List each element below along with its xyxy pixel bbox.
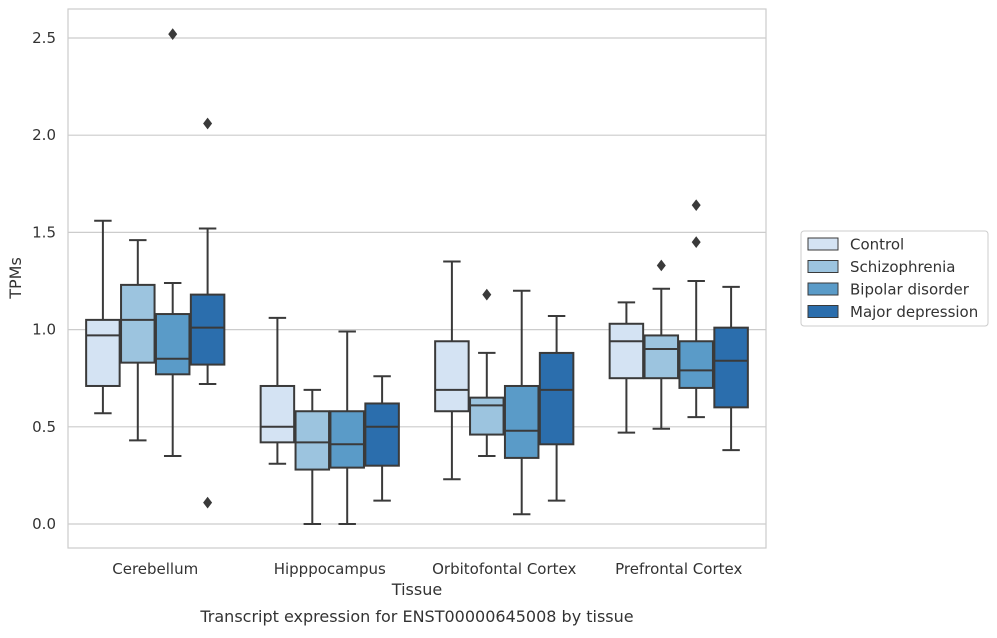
box-group [364, 375, 400, 502]
box-group [434, 260, 470, 481]
y-tick-label: 1.0 [32, 321, 56, 339]
box-group [189, 117, 226, 509]
y-tick-label: 2.0 [32, 126, 56, 144]
x-tick-labels: Cerebellum Hipppocampus Orbitofontal Corte… [112, 560, 742, 578]
y-tick-label: 1.5 [32, 223, 56, 241]
outlier-point [203, 496, 213, 509]
y-tick-labels: 0.0 0.5 1.0 1.5 2.0 2.5 [32, 29, 56, 533]
box-iqr [678, 340, 714, 389]
box-group [503, 289, 540, 516]
boxes [85, 28, 749, 525]
x-tick-label: Orbitofontal Cortex [432, 560, 576, 578]
plot-area [67, 8, 767, 549]
box-iqr [259, 384, 296, 444]
legend-swatch [807, 260, 839, 273]
box-group [678, 199, 714, 419]
box-group [294, 388, 331, 525]
legend-swatch [807, 305, 839, 318]
box-iqr [469, 396, 505, 436]
box-iqr [713, 326, 749, 409]
box-iqr [120, 283, 156, 364]
x-tick-label: Cerebellum [112, 560, 198, 578]
x-axis-label: Tissue [391, 580, 442, 599]
legend-label: Major depression [850, 303, 978, 321]
chart-caption: Transcript expression for ENST0000064500… [199, 607, 633, 626]
box-iqr [85, 318, 121, 387]
y-tick-label: 0.0 [32, 515, 56, 533]
legend-frame [800, 230, 989, 327]
legend-label: Control [850, 236, 904, 254]
legend-label: Schizophrenia [850, 258, 955, 276]
box-iqr [154, 313, 191, 376]
box-group [154, 28, 191, 457]
box-iqr [189, 293, 226, 366]
box-group [469, 288, 505, 457]
y-tick-label: 0.5 [32, 418, 56, 436]
box-group [85, 219, 121, 415]
outlier-point [691, 236, 701, 248]
legend-swatch [807, 282, 839, 296]
y-axis-label: TPMs [6, 257, 25, 300]
box-iqr [503, 384, 540, 459]
outlier-point [203, 117, 213, 130]
box-group [643, 259, 680, 430]
box-group [259, 316, 296, 465]
legend: Control Schizophrenia Bipolar disorder Majo… [800, 230, 989, 327]
box-group [329, 330, 365, 525]
box-group [608, 301, 645, 434]
y-tick-label: 2.5 [32, 29, 56, 47]
box-iqr [643, 334, 680, 380]
legend-swatch [807, 237, 839, 251]
x-tick-label: Prefrontal Cortex [615, 560, 742, 578]
box-iqr [538, 351, 575, 446]
box-iqr [434, 340, 470, 413]
box-iqr [364, 402, 400, 467]
box-iqr [608, 322, 645, 380]
outlier-point [168, 28, 178, 40]
box-iqr [329, 410, 365, 469]
outlier-point [482, 288, 492, 301]
box-group [538, 314, 575, 502]
box-group [713, 285, 749, 452]
legend-label: Bipolar disorder [850, 281, 970, 299]
outlier-point [656, 259, 666, 272]
box-group [120, 239, 156, 442]
outlier-point [691, 199, 701, 212]
box-iqr [294, 410, 331, 471]
x-tick-label: Hipppocampus [274, 560, 386, 578]
